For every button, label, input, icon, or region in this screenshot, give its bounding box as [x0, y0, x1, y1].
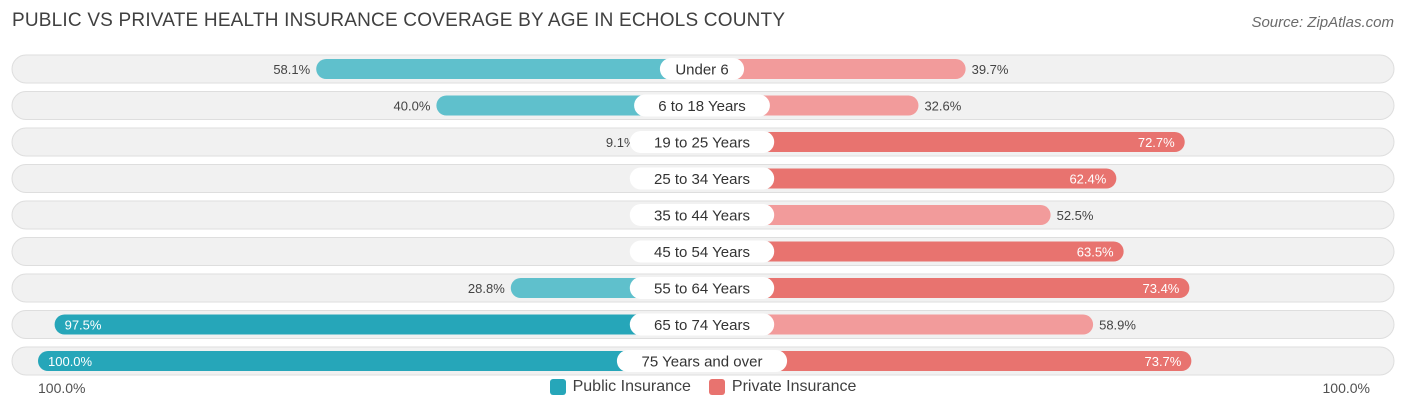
data-label-private: 32.6% [924, 99, 961, 114]
category-label-bg [634, 94, 770, 117]
category-label-bg [616, 350, 788, 372]
bar-private [702, 314, 1094, 335]
data-label-private: 52.5% [1057, 208, 1094, 223]
data-label-private: 63.5% [1077, 245, 1114, 260]
category-label: 75 Years and over [642, 354, 763, 371]
category-label-bg [659, 58, 745, 80]
category-label: 25 to 34 Years [654, 171, 750, 188]
data-label-public: 58.1% [273, 62, 310, 77]
data-label-private: 73.4% [1143, 281, 1180, 296]
legend: Public Insurance Private Insurance [0, 378, 1406, 396]
bar-private [702, 278, 1190, 298]
bar-public [38, 351, 702, 371]
bar-public [316, 59, 702, 79]
category-label: 45 to 54 Years [654, 244, 750, 261]
category-label: Under 6 [675, 62, 728, 79]
category-label: 6 to 18 Years [658, 98, 746, 115]
chart-title: PUBLIC VS PRIVATE HEALTH INSURANCE COVER… [12, 10, 786, 31]
data-label-public: 28.8% [468, 281, 505, 296]
data-label-private: 73.7% [1144, 354, 1181, 369]
bar-public [54, 314, 703, 335]
bar-private [702, 241, 1124, 262]
category-label-bg [629, 131, 775, 153]
legend-item-public[interactable]: Public Insurance [549, 378, 691, 396]
legend-label-public: Public Insurance [572, 378, 691, 395]
bar-private [702, 132, 1185, 152]
data-label-private: 39.7% [972, 62, 1009, 77]
category-label: 65 to 74 Years [654, 317, 750, 334]
data-label-private: 72.7% [1138, 135, 1175, 150]
category-label-bg [629, 240, 775, 263]
bar-private [702, 59, 966, 79]
legend-label-private: Private Insurance [731, 378, 857, 395]
axis-right-label: 100.0% [1322, 380, 1370, 396]
category-label-bg [629, 277, 775, 299]
data-label-public: 40.0% [394, 99, 431, 114]
bar-private [702, 168, 1117, 189]
data-label-private: 58.9% [1099, 318, 1136, 333]
bar-private [702, 205, 1051, 225]
bar-private [702, 351, 1192, 371]
category-label-bg [629, 313, 775, 336]
chart-source: Source: ZipAtlas.com [1251, 14, 1394, 31]
category-label: 55 to 64 Years [654, 281, 750, 298]
category-label-bg [629, 167, 775, 190]
category-label-bg [629, 204, 775, 226]
category-label: 19 to 25 Years [654, 135, 750, 152]
category-label: 35 to 44 Years [654, 208, 750, 225]
data-label-public: 97.5% [65, 318, 102, 333]
legend-item-private[interactable]: Private Insurance [708, 378, 857, 396]
data-label-public: 100.0% [48, 354, 93, 369]
axis-left-label: 100.0% [38, 380, 86, 396]
legend-swatch-public [549, 379, 566, 395]
data-label-public: 9.1% [606, 135, 636, 150]
data-label-private: 62.4% [1069, 172, 1106, 187]
legend-swatch-private [708, 379, 725, 395]
